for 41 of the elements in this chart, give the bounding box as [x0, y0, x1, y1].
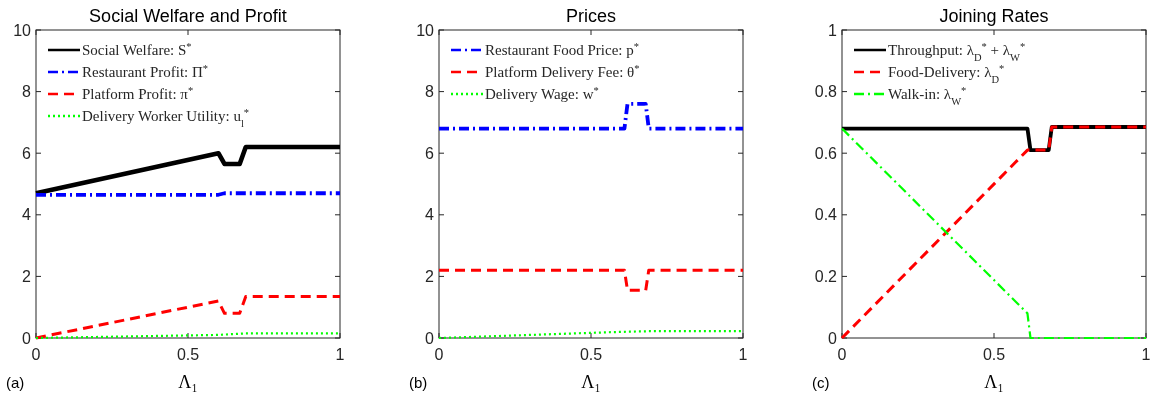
y-tick-label: 10 — [13, 21, 32, 39]
line-series — [34, 294, 342, 340]
y-tick-label: 0.4 — [814, 206, 838, 224]
x-tick-label: 1 — [335, 346, 345, 363]
x-axis-title: Λ₁ — [581, 372, 601, 392]
y-tick-label: 0.2 — [814, 268, 838, 285]
y-tick-label: 6 — [425, 144, 435, 162]
x-tick-label: 0.5 — [579, 346, 603, 363]
y-tick-label: 4 — [425, 206, 435, 224]
y-tick-label: 6 — [22, 144, 32, 162]
line-series — [33, 144, 343, 196]
y-tick-label: 0.6 — [814, 144, 838, 162]
y-tick-label: 10 — [416, 21, 435, 39]
legend-label: Social Welfare: S$^{*}$ — [82, 40, 192, 59]
y-tick-label: 8 — [22, 83, 32, 101]
y-tick-label: 0 — [22, 329, 32, 347]
chart-title: Joining Rates — [939, 6, 1049, 26]
chart-title: Prices — [565, 6, 617, 26]
y-tick-label: 0 — [828, 329, 838, 347]
y-tick-label: 1 — [828, 21, 838, 39]
chart-title: Social Welfare and Profit — [89, 6, 287, 26]
x-tick-label: 1 — [1141, 346, 1151, 363]
x-tick-label: 0.5 — [982, 346, 1006, 363]
y-tick-label: 4 — [22, 206, 32, 224]
legend-label: Restaurant Profit: Π$^{*}$ — [82, 62, 209, 81]
legend-label: Restaurant Food Price: p$^{*}$ — [485, 40, 639, 59]
x-axis-title: Λ₁ — [178, 372, 198, 392]
text: (b) — [409, 374, 428, 391]
text: (a) — [6, 374, 25, 391]
x-tick-label: 1 — [738, 346, 748, 363]
y-tick-label: 2 — [22, 268, 32, 285]
text: (c) — [812, 374, 830, 391]
legend-label: Platform Profit: π$^{*}$ — [82, 84, 194, 103]
legend-label: Platform Delivery Fee: θ$^{*}$ — [485, 62, 640, 81]
y-tick-label: 0.8 — [814, 83, 838, 101]
x-tick-label: 0.5 — [176, 346, 200, 363]
y-tick-label: 8 — [425, 83, 435, 101]
y-tick-label: 0 — [425, 329, 435, 347]
y-tick-label: 2 — [425, 268, 435, 285]
legend-label: Delivery Wage: w$^{*}$ — [485, 84, 599, 103]
x-axis-title: Λ₁ — [984, 372, 1004, 392]
